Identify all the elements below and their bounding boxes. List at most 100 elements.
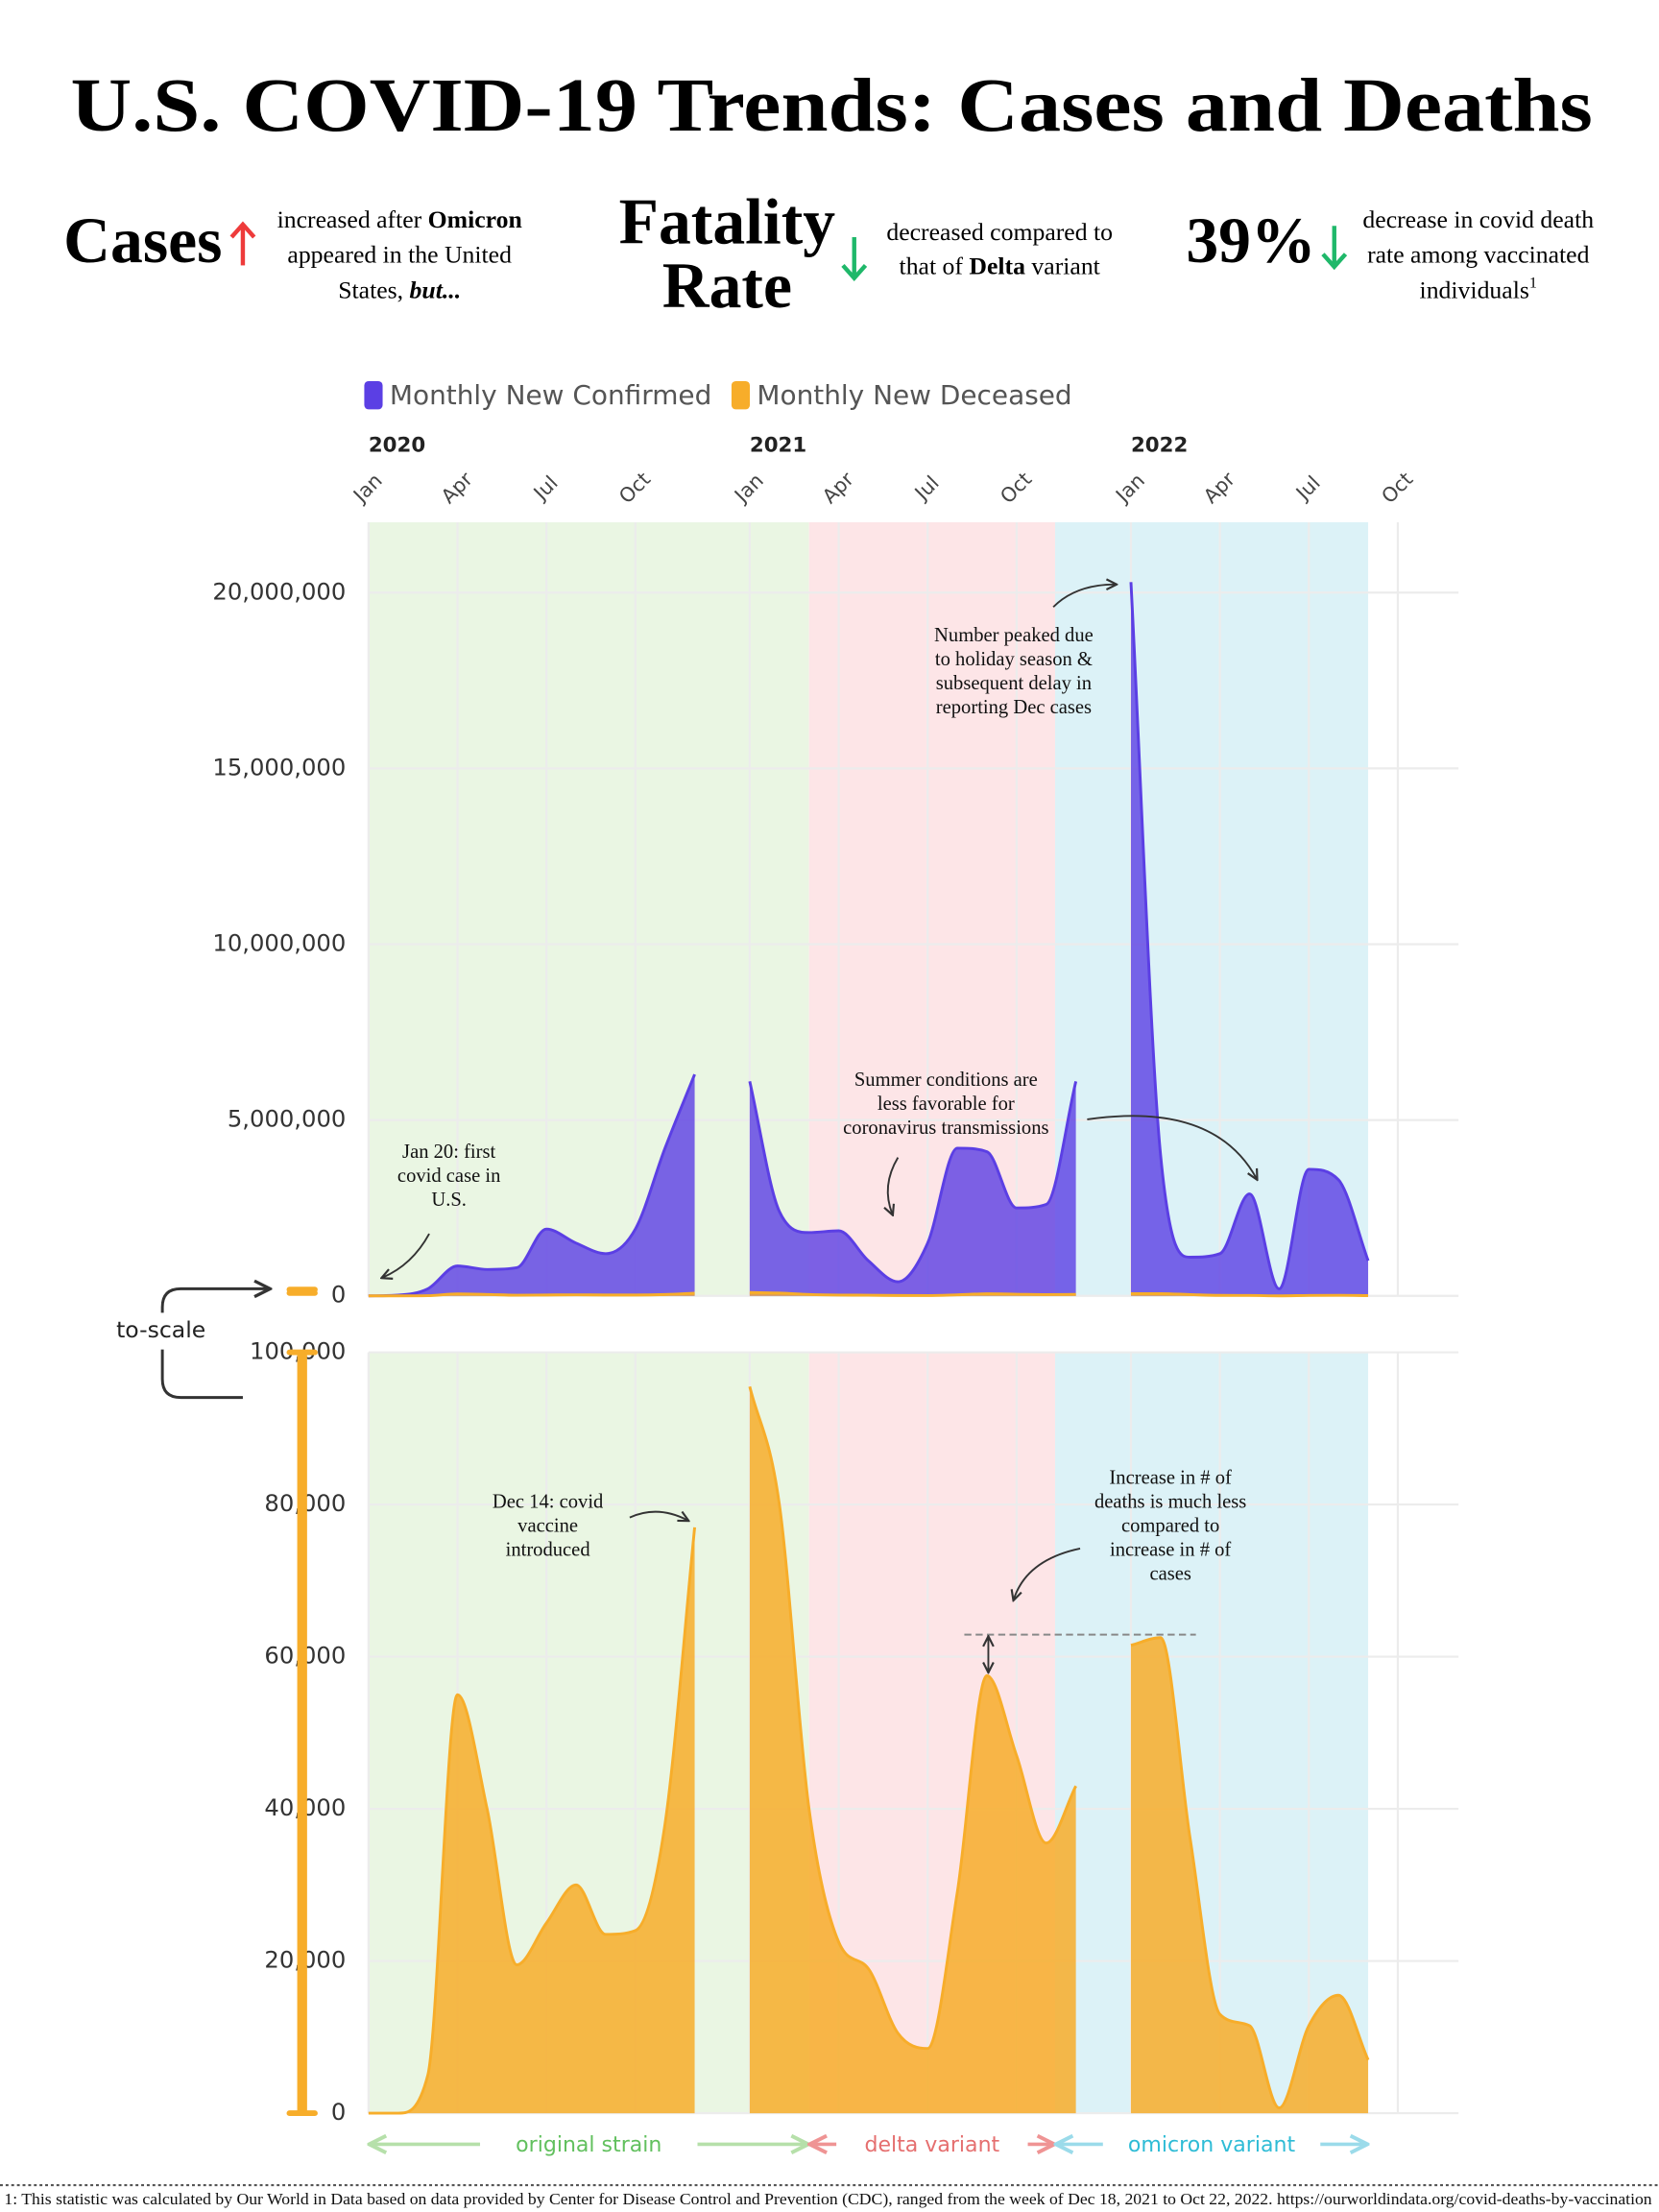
x-tick-label: Jan <box>348 469 387 508</box>
area <box>368 1074 695 1296</box>
variant-band <box>808 522 1056 1296</box>
y-tick-label: 10,000,000 <box>212 929 346 957</box>
area-outline <box>748 1081 1078 1284</box>
band-label: omicron variant <box>1128 2133 1296 2157</box>
x-tick-label: Apr <box>1199 468 1240 509</box>
text-run: variant <box>1025 252 1100 279</box>
annotation: Dec 14: covid <box>493 1492 604 1513</box>
legend-label: Monthly New Confirmed <box>390 379 711 411</box>
area <box>749 1081 1076 1296</box>
footnote: 1: This statistic was calculated by Our … <box>4 2190 1652 2208</box>
scale-note: to-scale <box>116 1316 205 1343</box>
area <box>368 1527 695 2114</box>
x-tick-label: Oct <box>1377 468 1417 508</box>
y-tick-label: 15,000,000 <box>212 753 346 781</box>
area-outline <box>748 1385 1077 2051</box>
text-run: States, <box>338 276 409 303</box>
highlight-text: that of Delta variant <box>900 252 1100 279</box>
highlight-text: decrease in covid death <box>1362 205 1594 233</box>
highlight-text: rate among vaccinated <box>1367 241 1590 269</box>
highlight-text: appeared in the United <box>287 241 512 269</box>
annotation: to holiday season & <box>935 649 1093 670</box>
year-label: 2020 <box>369 434 425 458</box>
text-run: decreased compared to <box>886 218 1113 246</box>
annotation: reporting Dec cases <box>936 697 1092 718</box>
area-outline <box>1130 1636 1370 2110</box>
annotation: introduced <box>506 1540 591 1561</box>
annotation: Increase in # of <box>1109 1468 1232 1489</box>
annotation: vaccine <box>517 1516 578 1537</box>
x-tick-label: Jul <box>909 471 944 506</box>
y-tick-label: 0 <box>331 1281 346 1309</box>
x-tick-label: Jul <box>1290 471 1325 506</box>
text-run: appeared in the United <box>287 241 512 269</box>
area-outline <box>368 1291 695 1298</box>
text-run: Delta <box>969 252 1025 279</box>
highlight-headline: Fatality <box>619 186 836 258</box>
annotation: U.S. <box>431 1190 467 1211</box>
text-run: that of <box>900 252 970 279</box>
chart-title: U.S. COVID-19 Trends: Cases and Deaths <box>71 63 1593 148</box>
down-arrow <box>841 237 868 281</box>
legend-label: Monthly New Deceased <box>757 379 1071 411</box>
area-outline <box>368 1073 696 1298</box>
highlight-text: individuals1 <box>1420 275 1537 303</box>
annotation: covid case in <box>397 1166 500 1187</box>
text-run: individuals <box>1420 276 1529 303</box>
year-label: 2021 <box>750 434 806 458</box>
legend-swatch <box>364 380 383 410</box>
highlight-text: States, but... <box>338 276 461 303</box>
highlight-text: increased after Omicron <box>277 205 522 233</box>
text-run: rate among vaccinated <box>1367 241 1590 269</box>
variant-band <box>1055 522 1369 1296</box>
annotation: Jan 20: first <box>402 1142 495 1163</box>
text-run: increased after <box>277 205 428 233</box>
area <box>749 1386 1076 2114</box>
area-outline <box>368 1527 697 2115</box>
text-run: but... <box>410 276 462 303</box>
legend-swatch <box>731 380 751 410</box>
annotation: compared to <box>1121 1516 1219 1537</box>
footnote-ref: 1 <box>1529 275 1537 291</box>
x-tick-label: Oct <box>614 468 655 508</box>
annotation: Summer conditions are <box>854 1070 1038 1091</box>
text-run: decrease in covid death <box>1362 205 1594 233</box>
annotation: subsequent delay in <box>936 673 1092 694</box>
text-run: Omicron <box>428 205 522 233</box>
area-outline <box>749 1290 1076 1297</box>
annotation: deaths is much less <box>1094 1492 1246 1513</box>
area <box>1130 582 1369 1296</box>
year-label: 2022 <box>1131 434 1188 458</box>
area-outline <box>1130 1291 1369 1298</box>
to-scale-bracket <box>160 1288 268 1400</box>
annotation: Number peaked due <box>934 625 1094 646</box>
chart-area: original strain delta variant omicron vari… <box>212 379 1459 2157</box>
y2-tick-label: 0 <box>331 2098 346 2126</box>
highlight-text: decreased compared to <box>886 218 1113 246</box>
x-tick-label: Oct <box>996 468 1036 508</box>
highlight-headline: Rate <box>662 250 792 322</box>
y-tick-label: 5,000,000 <box>228 1105 346 1133</box>
band-label: original strain <box>516 2133 661 2157</box>
area <box>1130 1637 1369 2114</box>
band-label: delta variant <box>864 2133 999 2157</box>
highlight-headline: 39% <box>1186 204 1315 276</box>
annotation: coronavirus transmissions <box>843 1118 1048 1139</box>
annotation: increase in # of <box>1110 1540 1231 1561</box>
x-tick-label: Apr <box>818 468 859 509</box>
x-tick-label: Jan <box>729 469 768 508</box>
annotation: cases <box>1149 1564 1190 1585</box>
annotation: less favorable for <box>878 1094 1015 1115</box>
x-tick-label: Jul <box>528 471 563 506</box>
up-arrow <box>229 221 256 266</box>
annotation-arrows <box>383 585 1257 1671</box>
variant-band <box>368 522 809 1296</box>
x-tick-label: Jan <box>1110 469 1149 508</box>
area-outline <box>1129 582 1370 1290</box>
down-arrow <box>1321 226 1348 271</box>
highlight-headline: Cases <box>63 204 222 276</box>
x-tick-label: Apr <box>437 468 478 509</box>
y-tick-label: 20,000,000 <box>212 577 346 605</box>
